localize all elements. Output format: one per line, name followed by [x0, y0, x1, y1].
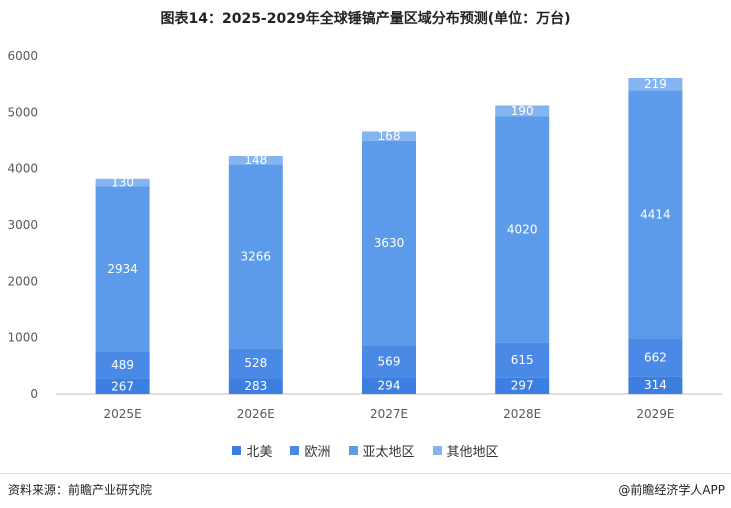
- bar-segment: [628, 376, 683, 394]
- legend-swatch: [432, 446, 442, 455]
- y-tick-label: 6000: [7, 49, 38, 63]
- y-tick-label: 5000: [7, 105, 38, 119]
- data-label: 267: [111, 379, 134, 393]
- x-tick-label: 2026E: [237, 407, 275, 421]
- data-label: 569: [378, 354, 401, 368]
- legend-item: 其他地区: [432, 441, 499, 460]
- stacked-bar-chart: 0 1000 2000 3000 4000 5000 6000 2025E 2026E 2027…: [7, 49, 722, 421]
- data-label: 168: [378, 129, 401, 143]
- legend-item: 北美: [232, 441, 272, 460]
- bar-segment: [228, 378, 283, 394]
- bar-segment: [95, 178, 150, 187]
- legend-item: 亚太地区: [348, 441, 415, 460]
- data-label: 219: [644, 77, 667, 91]
- legend-item: 欧洲: [290, 441, 331, 460]
- bar-segment: [228, 348, 283, 379]
- data-label: 528: [244, 356, 267, 370]
- bar-segment: [628, 339, 683, 377]
- data-label: 314: [644, 378, 667, 392]
- data-label: 4414: [640, 208, 671, 222]
- bar-segment: [228, 164, 283, 349]
- bar-segment: [362, 377, 416, 394]
- y-tick-label: 1000: [7, 331, 38, 345]
- x-tick-label: 2028E: [503, 407, 541, 421]
- bar-segment: [362, 131, 416, 141]
- data-label: 662: [644, 351, 667, 365]
- legend: 北美 欧洲 亚太地区 其他地区: [0, 441, 731, 460]
- legend-label: 欧洲: [304, 445, 331, 460]
- data-label: 190: [511, 104, 534, 118]
- data-label: 283: [244, 379, 267, 393]
- x-axis-ticks: 2025E 2026E 2027E 2028E 2029E: [104, 407, 675, 421]
- data-label: 130: [111, 175, 134, 189]
- bar-segment: [362, 140, 416, 346]
- y-tick-label: 0: [30, 387, 38, 401]
- bar-segment: [362, 345, 416, 378]
- data-label: 294: [378, 379, 401, 393]
- data-label: 2934: [107, 262, 138, 276]
- y-tick-label: 2000: [7, 274, 38, 288]
- bar-segment: [495, 342, 550, 378]
- bar-segment: [95, 186, 150, 352]
- data-label: 148: [244, 153, 267, 167]
- legend-label: 北美: [246, 445, 273, 460]
- bar-segment: [495, 116, 550, 343]
- footer-divider: [0, 473, 731, 474]
- bar-segment: [95, 378, 150, 394]
- y-tick-label: 4000: [7, 162, 38, 176]
- legend-swatch: [232, 446, 242, 455]
- bar-segment: [228, 155, 283, 165]
- bar-segment: [495, 377, 550, 394]
- data-label: 4020: [507, 222, 538, 236]
- legend-label: 亚太地区: [362, 445, 415, 460]
- legend-swatch: [290, 446, 300, 455]
- x-tick-label: 2025E: [104, 407, 142, 421]
- bar-stacks: 267 489 2934 130 283 528 3266 148 294 569 3630 168 2…: [95, 77, 683, 394]
- bar-segment: [628, 90, 683, 340]
- data-label: 297: [511, 379, 534, 393]
- y-axis-ticks: 0 1000 2000 3000 4000 5000 6000: [7, 49, 38, 401]
- data-label: 3630: [374, 236, 405, 250]
- bar-segment: [628, 78, 683, 91]
- legend-swatch: [348, 446, 358, 455]
- brand-credit: @前瞻经济学人APP: [618, 483, 725, 497]
- bar-segment: [495, 105, 550, 117]
- chart-title: 图表14：2025-2029年全球锤镐产量区域分布预测(单位：万台): [160, 11, 571, 27]
- data-label: 489: [111, 358, 134, 372]
- legend-label: 其他地区: [446, 445, 499, 460]
- x-tick-label: 2029E: [636, 407, 674, 421]
- data-label: 3266: [241, 249, 272, 263]
- bar-segment: [95, 351, 150, 379]
- source-note: 资料来源：前瞻产业研究院: [8, 483, 153, 497]
- data-label: 615: [511, 353, 534, 367]
- y-tick-label: 3000: [7, 218, 38, 232]
- x-tick-label: 2027E: [370, 407, 408, 421]
